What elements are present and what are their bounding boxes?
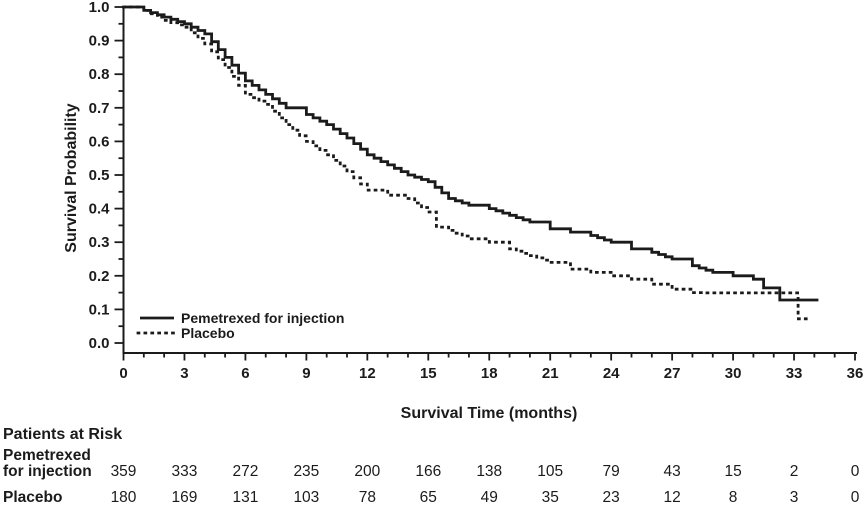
x-tick-label: 3	[180, 365, 188, 382]
risk-count: 43	[664, 463, 681, 480]
risk-count: 23	[603, 489, 620, 506]
risk-count: 131	[232, 489, 258, 506]
x-tick-label: 30	[725, 365, 742, 382]
y-tick-label: 1.0	[89, 0, 110, 16]
risk-count: 78	[359, 489, 376, 506]
risk-count: 103	[293, 489, 319, 506]
risk-count: 359	[111, 463, 137, 480]
x-tick-label: 33	[786, 365, 803, 382]
risk-count: 0	[851, 489, 860, 506]
x-tick-label: 12	[359, 365, 376, 382]
x-axis-title: Survival Time (months)	[401, 405, 578, 422]
x-tick-label: 27	[664, 365, 681, 382]
y-tick-label: 0.0	[89, 335, 110, 352]
y-tick-label: 0.5	[89, 167, 110, 184]
legend: Pemetrexed for injection Placebo	[136, 310, 344, 341]
pemetrexed-survival-curve	[123, 5, 819, 302]
risk-count: 180	[111, 489, 137, 506]
risk-count: 2	[790, 463, 799, 480]
x-tick-label: 18	[481, 365, 498, 382]
legend-label-pemetrexed: Pemetrexed for injection	[181, 310, 344, 326]
risk-row-label-placebo: Placebo	[3, 489, 62, 506]
legend-label-placebo: Placebo	[181, 325, 235, 341]
risk-count: 235	[293, 463, 319, 480]
y-axis-title: Survival Probability	[63, 103, 80, 252]
y-tick-label: 0.6	[89, 133, 110, 150]
patients-at-risk-table: Patients at Risk Pemetrexed for injectio…	[3, 426, 860, 506]
risk-count: 105	[537, 463, 563, 480]
risk-count: 79	[603, 463, 620, 480]
y-tick-label: 0.4	[89, 201, 111, 218]
axes: 0.00.10.20.30.40.50.60.70.80.91.00 3 6 9 12 1…	[89, 0, 864, 382]
y-tick-label: 0.3	[89, 234, 110, 251]
risk-count: 8	[729, 489, 738, 506]
y-tick-label: 0.8	[89, 66, 110, 83]
placebo-survival-curve	[122, 5, 808, 321]
risk-count: 272	[232, 463, 258, 480]
y-tick-label: 0.2	[89, 268, 110, 285]
risk-count: 15	[724, 463, 741, 480]
x-tick-label: 24	[603, 365, 620, 382]
x-tick-label: 15	[420, 365, 437, 382]
risk-count: 3	[790, 489, 799, 506]
risk-count: 0	[851, 463, 860, 480]
risk-count-values: 359 333 272 235 200 166 138 105 79 43 15 2 0 180 169 13…	[111, 463, 860, 506]
risk-count: 49	[481, 489, 498, 506]
risk-table-title: Patients at Risk	[3, 426, 122, 443]
risk-count: 65	[420, 489, 437, 506]
risk-count: 333	[172, 463, 198, 480]
y-tick-label: 0.7	[89, 100, 110, 117]
y-tick-label: 0.9	[89, 33, 110, 50]
x-tick-label: 9	[302, 365, 310, 382]
survival-curves	[122, 5, 819, 321]
x-tick-label: 21	[542, 365, 559, 382]
x-tick-label: 6	[241, 365, 249, 382]
risk-row-label-pemetrexed-line2: for injection	[3, 463, 92, 480]
y-tick-label: 0.1	[89, 301, 110, 318]
x-tick-label: 0	[119, 365, 127, 382]
risk-count: 12	[664, 489, 681, 506]
x-tick-label: 36	[847, 365, 864, 382]
risk-row-label-pemetrexed-line1: Pemetrexed	[3, 447, 91, 464]
risk-count: 169	[172, 489, 198, 506]
risk-count: 166	[415, 463, 441, 480]
risk-count: 35	[542, 489, 559, 506]
risk-count: 200	[354, 463, 380, 480]
risk-count: 138	[476, 463, 502, 480]
